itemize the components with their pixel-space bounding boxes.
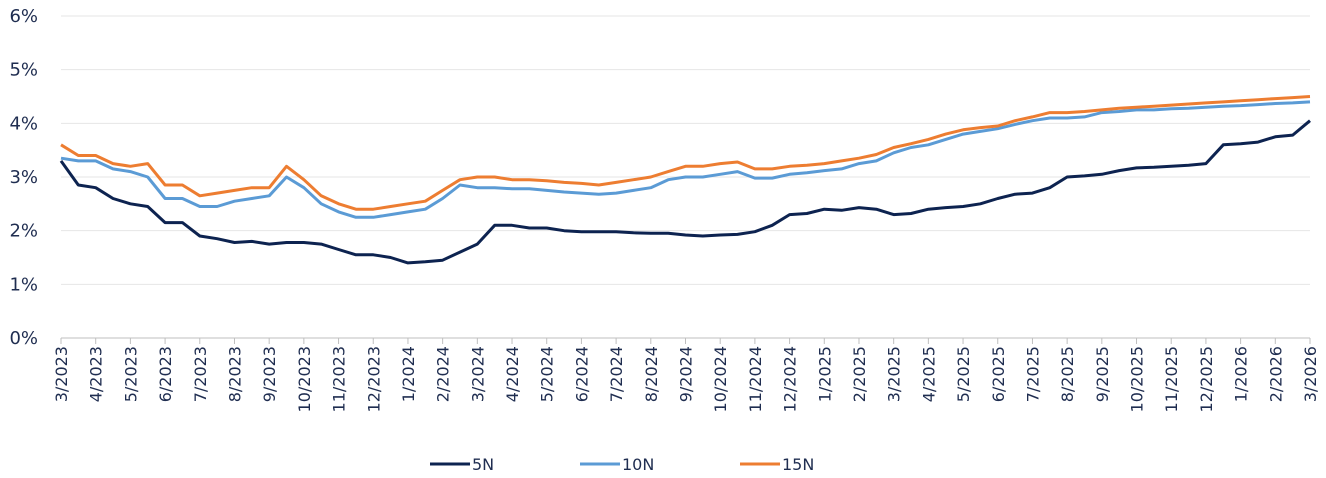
x-tick-label: 12/2024: [781, 346, 800, 412]
y-tick-label: 5%: [9, 60, 38, 81]
x-tick-label: 6/2024: [572, 346, 591, 402]
legend-label: 10N: [622, 455, 654, 474]
x-tick-label: 9/2024: [677, 346, 696, 402]
x-tick-label: 9/2025: [1093, 346, 1112, 402]
x-tick-label: 4/2023: [87, 346, 106, 402]
y-tick-label: 3%: [9, 167, 38, 188]
x-tick-label: 8/2024: [642, 346, 661, 402]
x-tick-label: 3/2025: [885, 346, 904, 402]
x-tick-label: 4/2024: [503, 346, 522, 402]
series-line: [60, 95, 1311, 211]
x-tick-label: 10/2023: [295, 346, 314, 412]
legend-label: 5N: [472, 455, 494, 474]
series-line: [60, 100, 1311, 219]
x-tick-label: 2/2024: [434, 346, 453, 402]
x-tick-label: 7/2025: [1023, 346, 1042, 402]
x-tick-label: 3/2023: [52, 346, 71, 402]
x-tick-label: 8/2023: [225, 346, 244, 402]
x-tick-label: 1/2025: [815, 346, 834, 402]
x-tick-label: 5/2024: [538, 346, 557, 402]
x-tick-label: 11/2025: [1162, 346, 1181, 412]
y-tick-label: 2%: [9, 221, 38, 242]
x-tick-label: 3/2024: [468, 346, 487, 402]
x-tick-label: 7/2024: [607, 346, 626, 402]
x-tick-label: 2/2026: [1266, 346, 1285, 402]
y-tick-label: 0%: [9, 328, 38, 349]
x-tick-label: 4/2025: [919, 346, 938, 402]
x-tick-label: 5/2025: [954, 346, 973, 402]
y-tick-label: 4%: [9, 113, 38, 134]
x-tick-label: 8/2025: [1058, 346, 1077, 402]
x-tick-label: 10/2025: [1128, 346, 1147, 412]
x-tick-label: 3/2026: [1301, 346, 1320, 402]
x-tick-label: 1/2026: [1232, 346, 1251, 402]
y-tick-label: 1%: [9, 274, 38, 295]
x-tick-label: 10/2024: [711, 346, 730, 412]
x-tick-label: 12/2025: [1197, 346, 1216, 412]
x-tick-label: 12/2023: [364, 346, 383, 412]
legend-label: 15N: [782, 455, 814, 474]
x-tick-label: 1/2024: [399, 346, 418, 402]
x-tick-label: 5/2023: [121, 346, 140, 402]
x-tick-label: 2/2025: [850, 346, 869, 402]
x-tick-label: 11/2024: [746, 346, 765, 412]
x-tick-label: 7/2023: [191, 346, 210, 402]
x-tick-label: 11/2023: [330, 346, 349, 412]
y-tick-label: 6%: [9, 6, 38, 27]
x-tick-label: 6/2023: [156, 346, 175, 402]
series-line: [59, 119, 1311, 265]
x-tick-label: 9/2023: [260, 346, 279, 402]
x-tick-label: 6/2025: [989, 346, 1008, 402]
